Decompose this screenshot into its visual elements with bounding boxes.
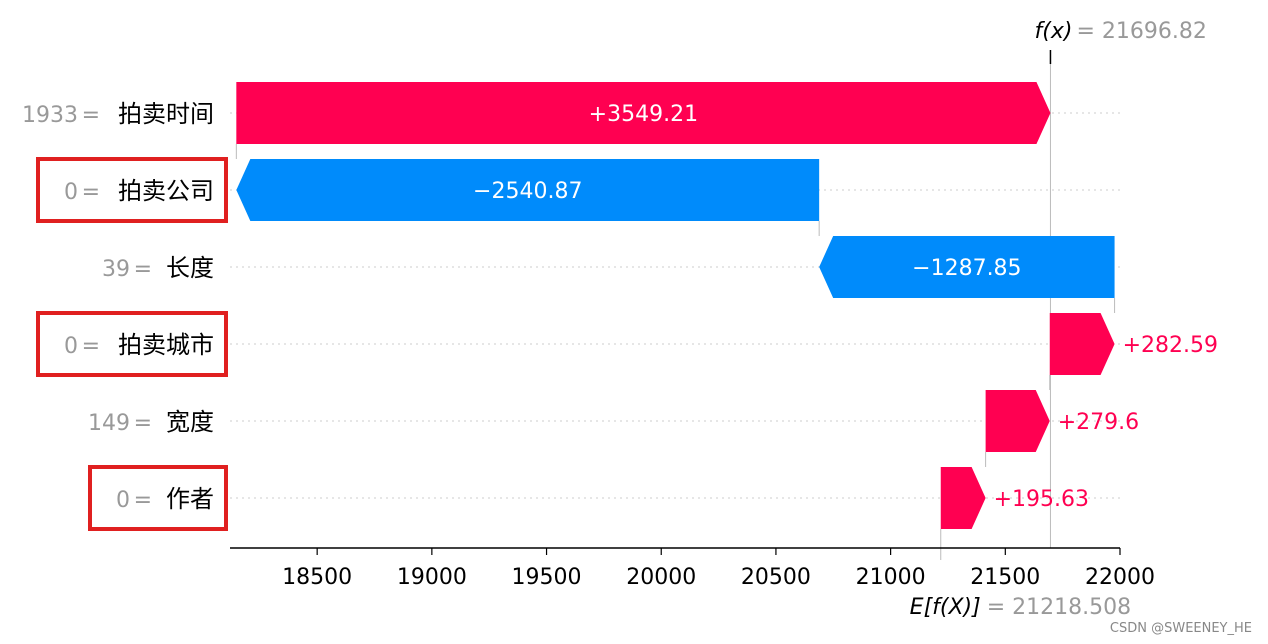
feature-name: 拍卖时间 — [118, 100, 214, 128]
feature-equals: = — [134, 488, 152, 513]
reference-lines — [235, 50, 1116, 560]
fx-header: f(x) = 21696.82 E[f(X)] = 21218.508 — [910, 19, 1207, 620]
feature-name: 作者 — [166, 485, 214, 513]
feature-value: 149 — [88, 411, 130, 436]
bar-value-label: +282.59 — [1123, 333, 1218, 358]
bar-positive — [1049, 313, 1115, 375]
bar-positive — [985, 390, 1050, 452]
feature-value: 39 — [102, 257, 130, 282]
feature-name: 长度 — [166, 254, 214, 282]
feature-value: 0 — [64, 180, 78, 205]
feature-value: 1933 — [22, 103, 78, 128]
bar-value-label: +195.63 — [994, 487, 1089, 512]
feature-equals: = — [134, 411, 152, 436]
x-tick-label: 20500 — [741, 565, 811, 590]
bar-negative — [236, 159, 820, 221]
x-tick-label: 18500 — [282, 565, 352, 590]
fx-value: = 21696.82 — [1076, 19, 1206, 44]
x-tick-label: 21000 — [856, 565, 926, 590]
feature-value: 0 — [116, 488, 130, 513]
x-tick-label: 22000 — [1085, 565, 1155, 590]
ex-label: E[f(X)] — [910, 595, 981, 620]
feature-equals: = — [82, 334, 100, 359]
feature-equals: = — [82, 180, 100, 205]
bar-value-label: −2540.87 — [473, 179, 582, 204]
highlight-box — [36, 157, 228, 223]
x-tick-label: 21500 — [970, 565, 1040, 590]
ex-value: = 21218.508 — [987, 595, 1131, 620]
bars: +3549.21 −2540.87 −1287.85 +282.59 +279.6 +19… — [236, 82, 1218, 529]
feature-name: 拍卖城市 — [118, 331, 214, 359]
bar-negative — [819, 236, 1115, 298]
x-tick-label: 20000 — [626, 565, 696, 590]
x-tick-label: 19500 — [512, 565, 582, 590]
bar-positive — [940, 467, 986, 529]
highlight-box — [88, 465, 228, 531]
bar-value-label: +3549.21 — [589, 102, 698, 127]
feature-name: 宽度 — [166, 408, 214, 436]
watermark: CSDN @SWEENEY_HE — [1109, 621, 1252, 636]
x-axis: 18500 19000 19500 20000 20500 21000 21500 22000 — [230, 547, 1155, 590]
feature-equals: = — [134, 257, 152, 282]
bar-value-label: −1287.85 — [912, 256, 1021, 281]
bar-value-label: +279.6 — [1058, 410, 1139, 435]
feature-name: 拍卖公司 — [118, 177, 214, 205]
x-tick-label: 19000 — [397, 565, 467, 590]
feature-equals: = — [82, 103, 100, 128]
feature-value: 0 — [64, 334, 78, 359]
fx-label: f(x) — [1035, 19, 1073, 44]
bar-positive — [236, 82, 1051, 144]
highlight-box — [36, 311, 228, 377]
